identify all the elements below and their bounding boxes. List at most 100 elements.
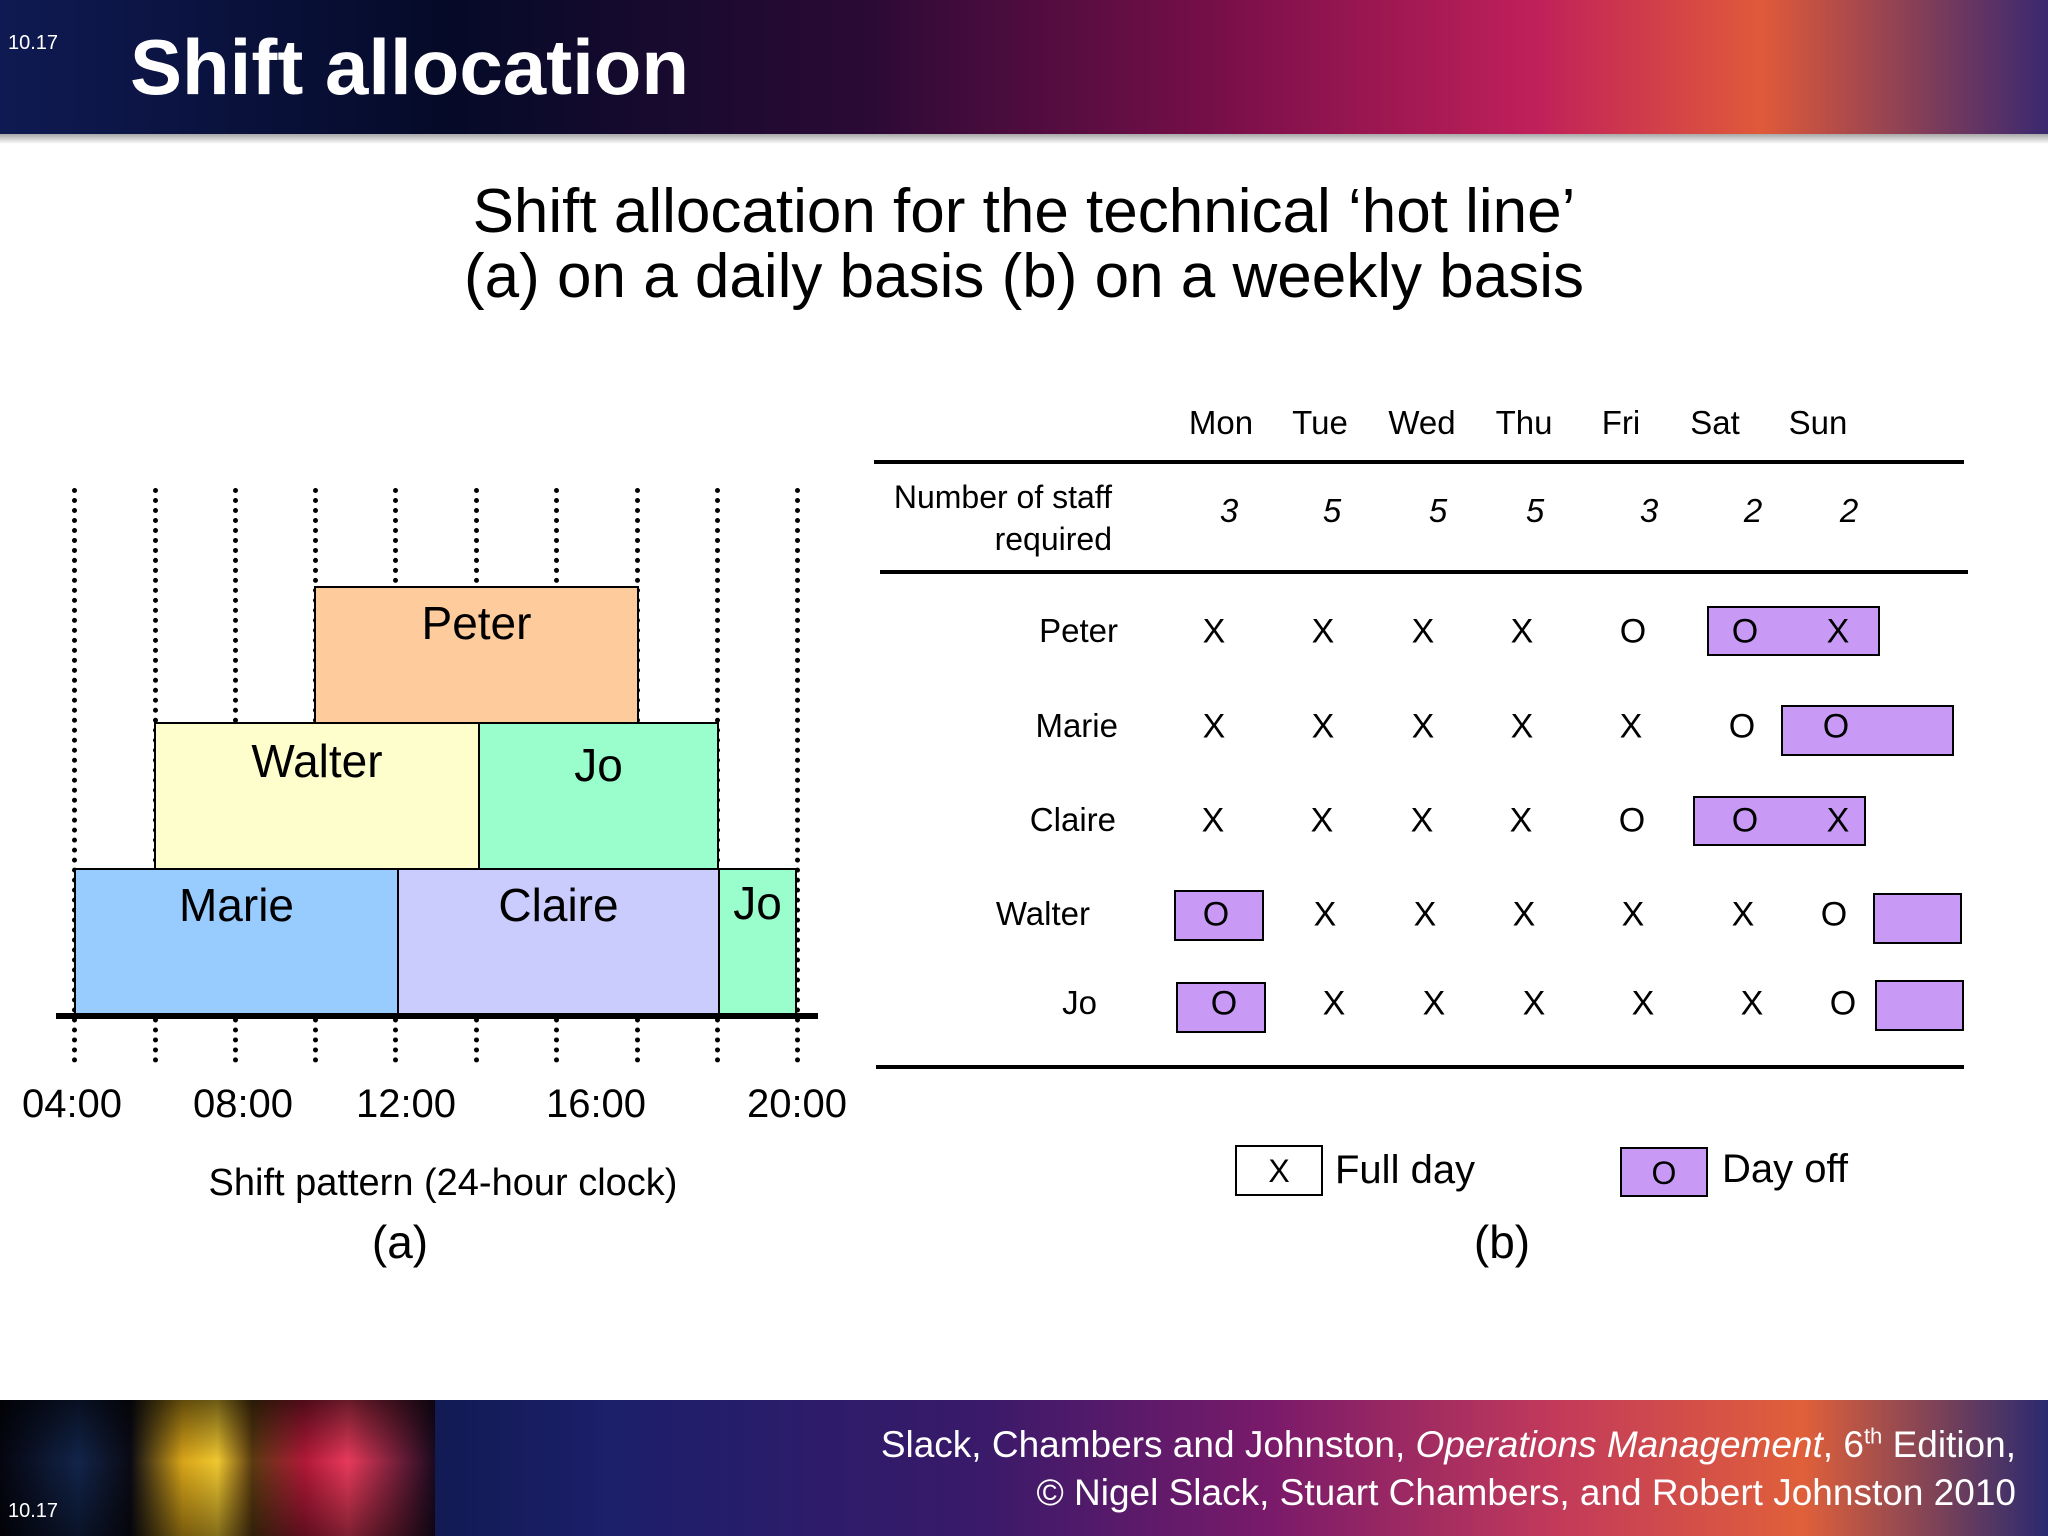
- day-header: Fri: [1601, 404, 1641, 441]
- footer-edition: , 6: [1822, 1424, 1864, 1465]
- schedule-mark: O: [1728, 707, 1756, 746]
- required-value: 5: [1525, 492, 1545, 529]
- slide-title: Shift allocation: [130, 23, 690, 111]
- slide-number-footer: 10.17: [8, 1500, 59, 1522]
- tick-label: 16:00: [545, 1082, 647, 1126]
- shift-block-walter: Walter: [154, 722, 480, 870]
- day-off-box: [1693, 796, 1866, 846]
- shift-label: Jo: [733, 877, 782, 929]
- header-band: [0, 0, 2048, 134]
- schedule-mark: O: [1820, 895, 1848, 934]
- x-axis-label: Shift pattern (24-hour clock): [208, 1162, 678, 1204]
- tick-label: 12:00: [355, 1082, 457, 1126]
- schedule-mark: X: [1311, 707, 1335, 746]
- day-header: Sat: [1690, 404, 1740, 441]
- required-value: 2: [1743, 492, 1763, 529]
- schedule-mark: X: [1310, 801, 1334, 840]
- schedule-mark: X: [1522, 984, 1546, 1023]
- schedule-mark: X: [1410, 801, 1434, 840]
- staff-name: Claire: [1029, 801, 1116, 838]
- legend-day-off-swatch: O: [1620, 1147, 1708, 1197]
- day-header: Thu: [1495, 404, 1553, 441]
- footer-edition-tail: Edition,: [1882, 1424, 2016, 1465]
- paint-can-image-shade: [0, 1400, 435, 1536]
- panel-label-a: (a): [371, 1216, 429, 1268]
- schedule-mark: O: [1618, 801, 1646, 840]
- day-header: Wed: [1388, 404, 1456, 441]
- day-off-box: [1781, 705, 1954, 756]
- legend-full-day-label: Full day: [1335, 1148, 1476, 1192]
- required-value: 2: [1839, 492, 1859, 529]
- schedule-mark: O: [1731, 801, 1759, 840]
- day-header: Mon: [1188, 404, 1254, 441]
- footer-authors: Slack, Chambers and Johnston,: [880, 1424, 1416, 1465]
- schedule-mark: X: [1621, 895, 1645, 934]
- day-header: Sun: [1788, 404, 1848, 441]
- shift-block-jo-evening: Jo: [718, 868, 797, 1017]
- legend-glyph: X: [1268, 1153, 1290, 1189]
- schedule-mark: O: [1210, 984, 1238, 1023]
- shift-block-jo-day: Jo: [478, 722, 719, 870]
- header-shadow: [0, 134, 2048, 144]
- day-off-box: [1707, 606, 1880, 656]
- schedule-mark: X: [1510, 707, 1534, 746]
- schedule-mark: X: [1826, 801, 1850, 840]
- schedule-mark: X: [1619, 707, 1643, 746]
- legend-full-day-swatch: X: [1235, 1145, 1323, 1196]
- schedule-mark: X: [1631, 984, 1655, 1023]
- gridline: [795, 488, 800, 1063]
- schedule-mark: X: [1202, 612, 1226, 651]
- tick-label: 20:00: [746, 1082, 848, 1126]
- schedule-mark: O: [1731, 612, 1759, 651]
- shift-label: Claire: [498, 879, 619, 931]
- schedule-mark: X: [1510, 612, 1534, 651]
- shift-block-marie: Marie: [74, 868, 399, 1017]
- required-value: 5: [1428, 492, 1448, 529]
- day-header: Tue: [1292, 404, 1348, 441]
- schedule-mark: X: [1731, 895, 1755, 934]
- tick-label: 04:00: [21, 1082, 123, 1126]
- panel-label-b: (b): [1473, 1216, 1531, 1268]
- schedule-mark: X: [1413, 895, 1437, 934]
- schedule-mark: X: [1740, 984, 1764, 1023]
- required-value: 3: [1639, 492, 1659, 529]
- subtitle-line-2: (a) on a daily basis (b) on a weekly bas…: [464, 242, 1584, 311]
- staff-name: Marie: [1035, 707, 1118, 744]
- shift-label: Peter: [421, 597, 532, 649]
- required-value: 3: [1219, 492, 1239, 529]
- table-rule: [874, 460, 1964, 464]
- day-off-box: [1875, 980, 1964, 1031]
- schedule-mark: X: [1411, 612, 1435, 651]
- shift-label: Walter: [251, 735, 383, 787]
- schedule-mark: X: [1311, 612, 1335, 651]
- table-rule: [876, 1065, 1964, 1069]
- shift-label: Marie: [178, 879, 295, 931]
- shift-block-peter: Peter: [314, 586, 639, 726]
- schedule-mark: X: [1313, 895, 1337, 934]
- required-label: Number of staff required: [893, 479, 1112, 557]
- legend-glyph: O: [1651, 1155, 1677, 1191]
- footer-book-title: Operations Management: [1415, 1424, 1823, 1465]
- schedule-mark: O: [1619, 612, 1647, 651]
- shift-block-claire: Claire: [397, 868, 720, 1017]
- schedule-mark: O: [1822, 707, 1850, 746]
- schedule-mark: X: [1411, 707, 1435, 746]
- tick-label: 08:00: [192, 1082, 294, 1126]
- day-off-box: [1176, 982, 1266, 1033]
- staff-name: Peter: [1039, 612, 1118, 649]
- time-axis: [56, 1013, 818, 1019]
- footer-citation: Slack, Chambers and Johnston, Operations…: [881, 1424, 2016, 1466]
- subtitle-line-1: Shift allocation for the technical ‘hot …: [472, 177, 1576, 246]
- schedule-mark: X: [1201, 801, 1225, 840]
- shift-label: Jo: [574, 739, 623, 791]
- footer-copyright: © Nigel Slack, Stuart Chambers, and Robe…: [1036, 1472, 2016, 1513]
- day-off-box: [1873, 893, 1962, 944]
- table-rule: [880, 570, 1968, 574]
- staff-name: Walter: [995, 895, 1090, 932]
- required-value: 5: [1322, 492, 1342, 529]
- schedule-mark: X: [1202, 707, 1226, 746]
- schedule-mark: O: [1829, 984, 1857, 1023]
- slide-number: 10.17: [8, 32, 59, 54]
- legend-day-off-label: Day off: [1722, 1147, 1848, 1191]
- footer-edition-sup: th: [1863, 1423, 1883, 1449]
